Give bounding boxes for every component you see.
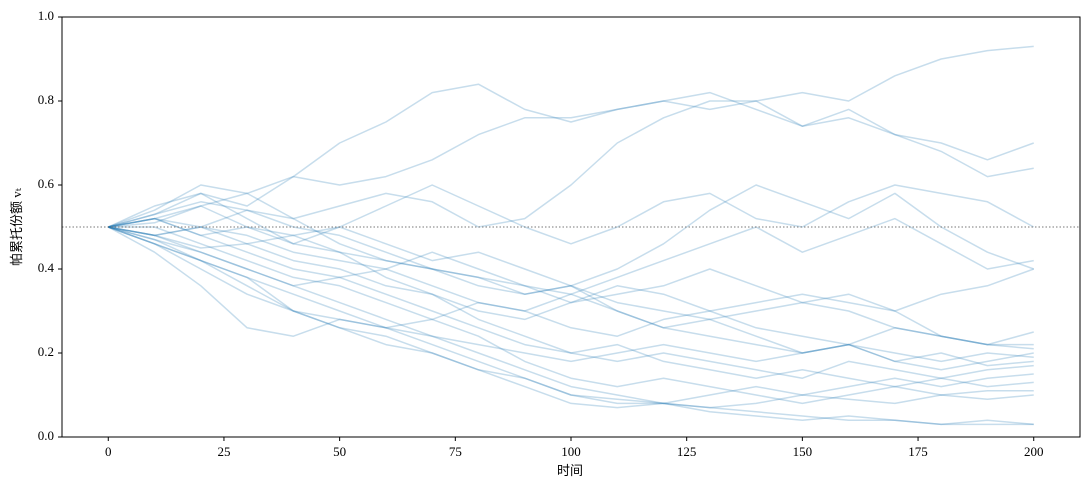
x-tick-label: 200 [1024,444,1044,459]
y-tick-label: 0.0 [38,428,54,443]
x-tick-label: 125 [677,444,697,459]
series-line [108,205,1034,367]
series-line [108,226,1034,405]
series-line [108,217,1034,388]
y-tick-label: 0.8 [38,92,54,107]
series-line [108,45,1034,228]
x-tick-label: 75 [449,444,462,459]
x-axis-label: 时间 [557,463,583,478]
x-tick-label: 150 [793,444,813,459]
series-line [108,217,1034,363]
series-line [108,201,1034,346]
plot-frame [61,16,1081,438]
x-tick-label: 0 [105,444,112,459]
x-tick-label: 175 [908,444,928,459]
series-line [108,226,1034,346]
y-tick-label: 0.6 [38,176,55,191]
series-line [108,184,1035,245]
y-axis-label: 帕累托份额 vₜ [9,187,24,266]
series-line [107,226,1034,371]
series-line [108,83,1034,228]
series-line [108,226,1034,426]
x-tick-label: 25 [217,444,230,459]
series-line [108,226,1034,350]
series-line [108,226,1034,409]
series-line [108,226,1034,379]
y-tick-label: 1.0 [38,8,54,23]
series-line [108,100,1034,237]
series-line [108,217,1034,295]
series-line [108,184,1034,312]
x-tick-label: 100 [561,444,581,459]
y-tick-label: 0.2 [38,344,54,359]
x-tick-label: 50 [333,444,346,459]
series-line [108,226,1034,426]
series-line [108,226,1034,405]
y-tick-label: 0.4 [38,260,55,275]
